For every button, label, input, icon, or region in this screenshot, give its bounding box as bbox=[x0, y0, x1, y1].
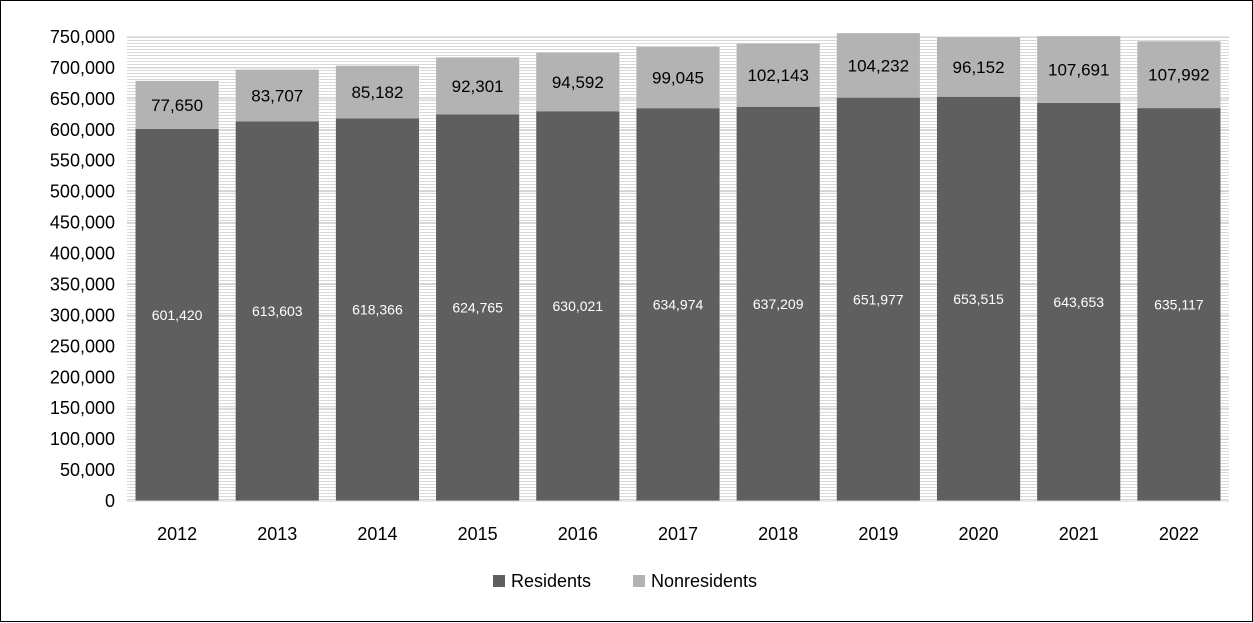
x-tick-label: 2020 bbox=[959, 524, 999, 544]
x-tick-label: 2018 bbox=[758, 524, 798, 544]
y-tick-label: 350,000 bbox=[50, 274, 115, 294]
x-tick-label: 2012 bbox=[157, 524, 197, 544]
bar-residents bbox=[536, 111, 620, 502]
y-tick-label: 600,000 bbox=[50, 120, 115, 140]
data-label-nonresidents: 83,707 bbox=[251, 86, 303, 105]
y-tick-label: 500,000 bbox=[50, 182, 115, 202]
data-label-nonresidents: 96,152 bbox=[953, 58, 1005, 77]
y-tick-label: 250,000 bbox=[50, 336, 115, 356]
data-label-nonresidents: 77,650 bbox=[151, 96, 203, 115]
y-tick-label: 0 bbox=[105, 491, 115, 511]
bar-nonresidents bbox=[1037, 36, 1121, 103]
data-label-nonresidents: 102,143 bbox=[747, 66, 808, 85]
bar-nonresidents bbox=[536, 52, 620, 112]
bar-nonresidents bbox=[436, 57, 520, 115]
legend-label-residents: Residents bbox=[511, 571, 591, 591]
bar-residents bbox=[636, 108, 720, 501]
y-tick-label: 50,000 bbox=[60, 460, 115, 480]
x-tick-label: 2021 bbox=[1059, 524, 1099, 544]
x-tick-label: 2015 bbox=[458, 524, 498, 544]
bar-residents bbox=[836, 97, 920, 502]
y-tick-label: 750,000 bbox=[50, 27, 115, 47]
y-tick-label: 450,000 bbox=[50, 213, 115, 233]
data-label-nonresidents: 92,301 bbox=[452, 77, 504, 96]
data-label-nonresidents: 85,182 bbox=[351, 83, 403, 102]
x-axis-ticks: 2012 2013 2014 2015 2016 2017 2018 2019 2020 2021… bbox=[157, 524, 1199, 544]
x-tick-label: 2016 bbox=[558, 524, 598, 544]
y-tick-label: 550,000 bbox=[50, 151, 115, 171]
bar-nonresidents bbox=[1137, 41, 1221, 109]
y-tick-label: 650,000 bbox=[50, 89, 115, 109]
y-tick-label: 100,000 bbox=[50, 429, 115, 449]
y-tick-label: 200,000 bbox=[50, 367, 115, 387]
bar-residents bbox=[235, 121, 319, 501]
bar-residents bbox=[1037, 102, 1121, 502]
legend: Residents Nonresidents bbox=[493, 571, 757, 591]
bar-nonresidents bbox=[936, 37, 1021, 97]
bar-residents bbox=[436, 114, 520, 501]
bar-nonresidents bbox=[836, 33, 920, 98]
data-label-nonresidents: 107,992 bbox=[1148, 66, 1209, 85]
data-label-residents: 651,977 bbox=[853, 291, 904, 307]
data-label-residents: 635,117 bbox=[1154, 297, 1204, 313]
x-tick-label: 2013 bbox=[257, 524, 297, 544]
x-tick-label: 2019 bbox=[858, 524, 898, 544]
bar-nonresidents bbox=[135, 80, 219, 129]
bar-nonresidents bbox=[636, 46, 720, 109]
x-tick-label: 2014 bbox=[357, 524, 397, 544]
legend-swatch-nonresidents bbox=[633, 575, 645, 587]
data-label-residents: 601,420 bbox=[152, 307, 203, 323]
data-label-residents: 653,515 bbox=[953, 291, 1004, 307]
legend-swatch-residents bbox=[493, 575, 505, 587]
data-label-nonresidents: 99,045 bbox=[652, 69, 704, 88]
data-label-residents: 630,021 bbox=[553, 298, 604, 314]
bar-nonresidents bbox=[736, 43, 820, 107]
data-label-nonresidents: 107,691 bbox=[1048, 60, 1109, 79]
x-tick-label: 2017 bbox=[658, 524, 698, 544]
bar-residents bbox=[135, 128, 219, 501]
data-label-nonresidents: 104,232 bbox=[848, 56, 909, 75]
data-label-residents: 643,653 bbox=[1053, 294, 1104, 310]
y-tick-label: 300,000 bbox=[50, 305, 115, 325]
data-label-nonresidents: 94,592 bbox=[552, 73, 604, 92]
bar-residents bbox=[335, 118, 420, 502]
bar-nonresidents bbox=[235, 69, 319, 122]
legend-label-nonresidents: Nonresidents bbox=[651, 571, 757, 591]
y-tick-label: 400,000 bbox=[50, 244, 115, 264]
bars: 601,420 77,650 613,603 83,707 618,366 85,182 6… bbox=[135, 33, 1221, 502]
data-label-residents: 618,366 bbox=[352, 302, 403, 318]
data-label-residents: 624,765 bbox=[452, 300, 503, 316]
bar-residents bbox=[936, 96, 1021, 502]
bar-residents bbox=[1137, 108, 1221, 501]
data-label-residents: 637,209 bbox=[753, 296, 804, 312]
y-tick-label: 700,000 bbox=[50, 58, 115, 78]
data-label-residents: 613,603 bbox=[252, 303, 303, 319]
x-tick-label: 2022 bbox=[1159, 524, 1199, 544]
data-label-residents: 634,974 bbox=[653, 297, 704, 313]
y-tick-label: 150,000 bbox=[50, 398, 115, 418]
bar-nonresidents bbox=[335, 65, 420, 119]
y-axis-ticks: 0 50,000 100,000 150,000 200,000 250,000 300,0… bbox=[50, 27, 115, 511]
bar-residents bbox=[736, 106, 820, 501]
